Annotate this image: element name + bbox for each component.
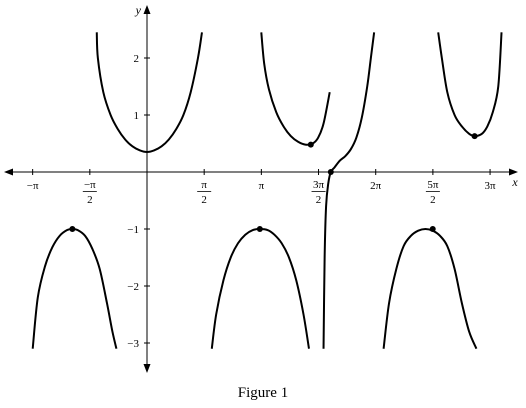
x-tick-label: 2π	[370, 180, 382, 192]
curve-branch-5	[322, 32, 376, 349]
marked-point	[69, 226, 76, 232]
x-tick-label-denominator: 2	[316, 194, 322, 206]
marked-point	[327, 169, 334, 175]
y-axis-arrow-up	[143, 5, 151, 14]
x-tick-label: −π	[27, 180, 39, 192]
x-axis-arrow-right	[509, 168, 518, 176]
curve-branch-4	[260, 32, 331, 146]
curve-branch-2	[95, 32, 203, 154]
x-tick-label: 3π	[485, 180, 497, 192]
marked-point	[429, 226, 436, 232]
x-tick-label-denominator: 2	[201, 194, 207, 206]
x-tick-label-numerator: 3π	[313, 179, 325, 191]
y-axis-label: y	[135, 3, 142, 17]
x-tick-label-numerator: 5π	[427, 179, 439, 191]
y-tick-label: −3	[127, 338, 139, 350]
y-axis-arrow-down	[143, 364, 151, 373]
x-tick-label-denominator: 2	[87, 194, 93, 206]
curve-branch-7	[437, 32, 503, 138]
y-tick-label: −1	[127, 224, 139, 236]
marked-point	[307, 141, 314, 148]
y-tick-label: −2	[127, 281, 139, 293]
marked-point	[256, 226, 263, 232]
x-tick-label-numerator: π	[201, 179, 207, 191]
x-tick-label-denominator: 2	[430, 194, 436, 206]
y-tick-label: 1	[134, 110, 140, 122]
x-axis-label: x	[511, 175, 518, 189]
marked-point	[471, 133, 478, 140]
caption-area: Figure 1	[238, 385, 288, 401]
curve-branch-1	[31, 227, 118, 349]
x-tick-label-numerator: −π	[84, 179, 96, 191]
x-tick-label: π	[259, 180, 265, 192]
curve-branch-6	[382, 227, 478, 350]
figure-caption: Figure 1	[238, 385, 288, 401]
x-axis-arrow-left	[4, 168, 13, 176]
curve-branch-3	[210, 227, 310, 349]
y-tick-label: 2	[134, 53, 140, 65]
